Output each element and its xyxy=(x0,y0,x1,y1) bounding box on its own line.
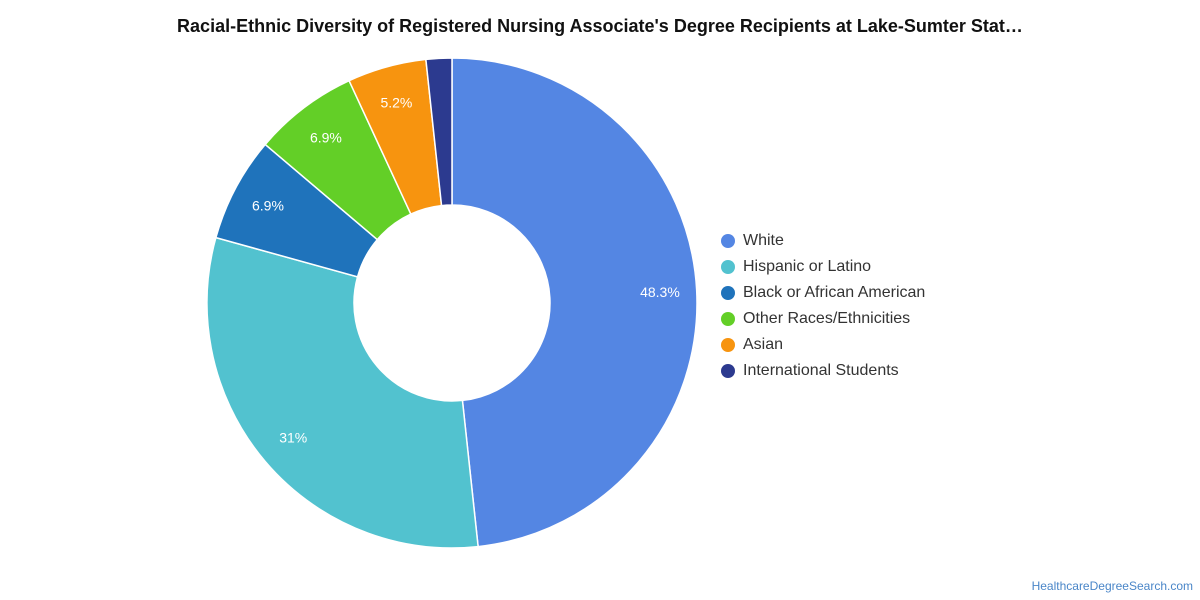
slice-label: 31% xyxy=(279,430,307,446)
legend-label: Black or African American xyxy=(743,284,926,301)
slice-label: 6.9% xyxy=(310,129,342,145)
slice-white[interactable] xyxy=(451,57,698,548)
legend-label: Asian xyxy=(743,336,784,353)
legend-swatch-icon xyxy=(721,260,735,274)
slice-label: 5.2% xyxy=(380,94,412,110)
legend-swatch-icon xyxy=(721,234,735,248)
slice-international-students[interactable] xyxy=(425,57,453,207)
legend-item[interactable]: International Students xyxy=(721,358,925,384)
legend-item[interactable]: Black or African American xyxy=(721,280,925,306)
slice-hispanic-or-latino[interactable] xyxy=(206,236,479,549)
legend-item[interactable]: Other Races/Ethnicities xyxy=(721,306,925,332)
source-link[interactable]: HealthcareDegreeSearch.com xyxy=(1031,579,1193,593)
legend-item[interactable]: White xyxy=(721,228,925,254)
slice-label: 48.3% xyxy=(640,284,680,300)
legend-swatch-icon xyxy=(721,286,735,300)
chart-title: Racial-Ethnic Diversity of Registered Nu… xyxy=(177,16,1023,36)
legend-swatch-icon xyxy=(721,312,735,326)
legend-swatch-icon xyxy=(721,338,735,352)
legend-item[interactable]: Hispanic or Latino xyxy=(721,254,925,280)
legend-label: International Students xyxy=(743,362,899,379)
legend-label: Hispanic or Latino xyxy=(743,258,872,275)
legend-label: Other Races/Ethnicities xyxy=(743,310,911,327)
chart-legend: White Hispanic or Latino Black or African … xyxy=(721,228,925,384)
legend-label: White xyxy=(743,232,784,249)
legend-swatch-icon xyxy=(721,364,735,378)
legend-item[interactable]: Asian xyxy=(721,332,925,358)
slice-label: 6.9% xyxy=(252,198,284,214)
